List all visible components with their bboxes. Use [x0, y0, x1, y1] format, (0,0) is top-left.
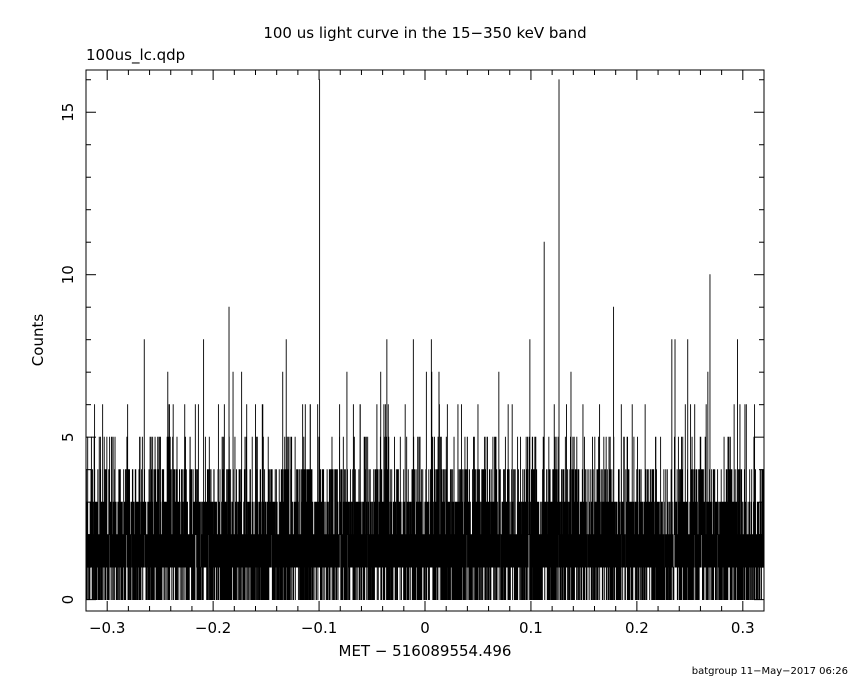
- file-label: 100us_lc.qdp: [86, 46, 185, 65]
- y-tick-label: 5: [59, 432, 77, 442]
- footer-stamp: batgroup 11−May−2017 06:26: [692, 666, 848, 677]
- x-tick-label: −0.3: [89, 619, 125, 637]
- y-axis-label: Counts: [29, 314, 47, 367]
- chart-title: 100 us light curve in the 15−350 keV ban…: [263, 24, 586, 42]
- light-curve-series: [86, 79, 764, 601]
- x-tick-label: 0.2: [625, 619, 649, 637]
- axis-ticks: −0.3 −0.2 −0.1 0 0.1 0.2 0.3 0 5 10 15: [59, 70, 764, 637]
- y-tick-label: 10: [59, 265, 77, 284]
- x-tick-label: 0.3: [731, 619, 755, 637]
- x-tick-label: 0.1: [519, 619, 543, 637]
- x-tick-label: −0.2: [195, 619, 231, 637]
- y-tick-label: 0: [59, 595, 77, 605]
- x-axis-label: MET − 516089554.496: [339, 642, 512, 660]
- x-tick-label: −0.1: [301, 619, 337, 637]
- x-tick-label: 0: [420, 619, 430, 637]
- y-tick-label: 15: [59, 103, 77, 122]
- data-layer: [86, 79, 764, 601]
